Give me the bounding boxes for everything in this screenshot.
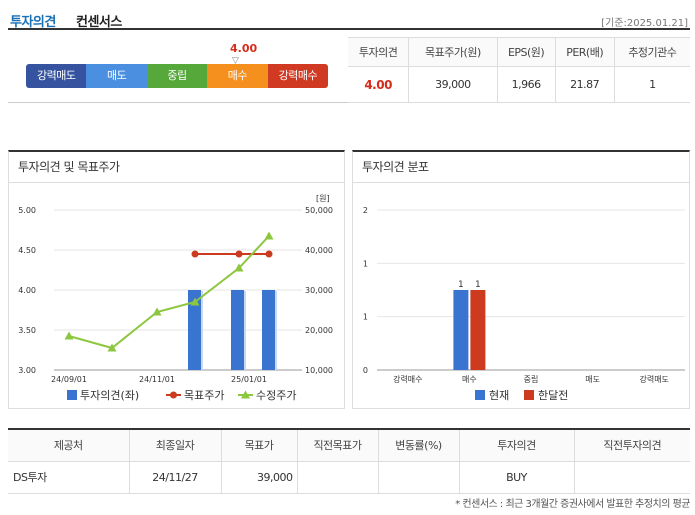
x-tick-label: 강력매도: [639, 374, 668, 384]
x-tick-label: 중립: [524, 375, 539, 384]
opinion-bar: [188, 290, 201, 370]
x-tick-label: 25/01/01: [231, 375, 267, 384]
history-cell: 24/11/27: [128, 460, 222, 494]
opinion-target-chart: 3.00 3.50 4.00 4.50 5.00 10,000 20,000 30,000 40…: [18, 194, 333, 402]
legend-current-label: 현재: [489, 389, 509, 402]
col-target-price: 목표주가(원): [408, 37, 498, 67]
adjusted-price-point: [152, 307, 162, 316]
adjusted-price-point: [234, 263, 244, 272]
x-tick-label: 매도: [585, 375, 600, 384]
gauge-bar: 강력매도 매도 중립 매수 강력매수: [26, 64, 328, 88]
legend-target-marker: [170, 391, 177, 399]
opinion-gauge: 4.00 ▽ 강력매도 매도 중립 매수 강력매수: [8, 38, 348, 103]
val-opinion: 4.00: [348, 66, 410, 103]
x-tick-label: 24/09/01: [51, 375, 87, 384]
bar-value-label: 1: [458, 280, 464, 290]
y-right-tick-label: 50,000: [305, 206, 333, 215]
panel-title: 투자의견 및 목표주가: [9, 152, 344, 183]
history-cell: [573, 460, 690, 494]
consensus-table: 투자의견 목표주가(원) EPS(원) PER(배) 추정기관수 4.00 39…: [348, 37, 690, 103]
bar-value-label: 1: [475, 280, 481, 290]
history-cell: DS투자: [8, 460, 130, 494]
gauge-marker-icon: ▽: [232, 56, 239, 66]
panel-title: 투자의견 분포: [353, 152, 689, 183]
history-header: 직전투자의견: [573, 428, 690, 462]
col-opinion: 투자의견: [348, 37, 410, 67]
opinion-bar: [231, 290, 244, 370]
y-right-tick-label: 40,000: [305, 246, 333, 255]
val-target-price: 39,000: [408, 66, 498, 103]
val-per: 21.87: [554, 66, 615, 103]
history-header: 제공처: [8, 428, 130, 462]
x-tick-label: 강력매수: [393, 374, 422, 384]
history-cell: BUY: [458, 460, 575, 494]
y-tick-label: 2: [363, 206, 368, 215]
history-header: 목표가: [220, 428, 298, 462]
legend-opinion-label: 투자의견(좌): [80, 389, 139, 402]
table-row: DS투자 24/11/27 39,000 BUY: [8, 460, 690, 494]
y-right-tick-label: 20,000: [305, 326, 333, 335]
y-tick-label: 1: [363, 313, 368, 322]
legend-opinion-swatch: [67, 390, 77, 400]
history-header: 변동률(%): [377, 428, 460, 462]
y-tick-label: 0: [363, 366, 368, 375]
adjusted-price-point: [264, 231, 274, 240]
target-price-point: [191, 250, 199, 258]
y-right-tick-label: 10,000: [305, 366, 333, 375]
opinion-target-panel: 투자의견 및 목표주가 3.00 3.50 4.00 4.50 5.00 10,000 20…: [8, 150, 345, 409]
legend-month-ago-swatch: [524, 390, 534, 400]
adjusted-price-point: [190, 297, 200, 306]
x-tick-label: 24/11/01: [139, 375, 175, 384]
gauge-value: 4.00: [230, 42, 258, 55]
col-eps: EPS(원): [496, 37, 556, 67]
col-per: PER(배): [554, 37, 615, 67]
gauge-level-sell: 매도: [86, 64, 147, 88]
val-eps: 1,966: [496, 66, 556, 103]
target-price-point: [265, 250, 273, 258]
history-cell: 39,000: [220, 460, 298, 494]
legend-adjusted-label: 수정주가: [256, 389, 296, 402]
section-header: 투자의견 컨센서스 [기준:2025.01.21]: [8, 8, 690, 30]
broker-history-table: 제공처 최종일자 목표가 직전목표가 변동률(%) 투자의견 직전투자의견 DS투자 24/1…: [8, 428, 690, 494]
footnote: * 컨센서스 : 최근 3개월간 증권사에서 발표한 추정치의 평균: [455, 499, 690, 510]
target-price-point: [235, 250, 243, 258]
base-date: [기준:2025.01.21]: [601, 18, 688, 29]
y-left-tick-label: 4.00: [18, 286, 36, 295]
opinion-bar: [262, 290, 275, 370]
x-tick-label: 매수: [462, 375, 477, 384]
history-header: 투자의견: [458, 428, 575, 462]
gauge-level-strong-sell: 강력매도: [26, 64, 87, 88]
adjusted-price-line: [68, 235, 270, 350]
section-title: 투자의견: [10, 15, 56, 30]
legend-current-swatch: [475, 390, 485, 400]
history-cell: [296, 460, 379, 494]
history-cell: [377, 460, 460, 494]
gauge-level-buy: 매수: [207, 64, 268, 88]
val-estimators: 1: [613, 66, 690, 103]
adjusted-price-point: [107, 343, 117, 352]
y-right-unit-label: [원]: [316, 194, 330, 203]
history-header: 최종일자: [128, 428, 222, 462]
adjusted-price-point: [64, 331, 74, 340]
legend-target-label: 목표주가: [184, 389, 224, 402]
legend-adjusted-marker: [241, 390, 250, 399]
y-right-tick-label: 30,000: [305, 286, 333, 295]
y-left-tick-label: 5.00: [18, 206, 36, 215]
y-tick-label: 1: [363, 259, 368, 268]
legend-month-ago-label: 한달전: [538, 389, 568, 402]
y-left-tick-label: 4.50: [18, 246, 36, 255]
gauge-level-strong-buy: 강력매수: [267, 64, 328, 88]
gauge-level-neutral: 중립: [146, 64, 208, 88]
y-left-tick-label: 3.50: [18, 326, 36, 335]
y-left-tick-label: 3.00: [18, 366, 36, 375]
distribution-bar: [470, 290, 486, 370]
history-header: 직전목표가: [296, 428, 379, 462]
col-estimators: 추정기관수: [613, 37, 690, 67]
section-subtitle: 컨센서스: [76, 15, 122, 30]
distribution-bar: [453, 290, 469, 370]
